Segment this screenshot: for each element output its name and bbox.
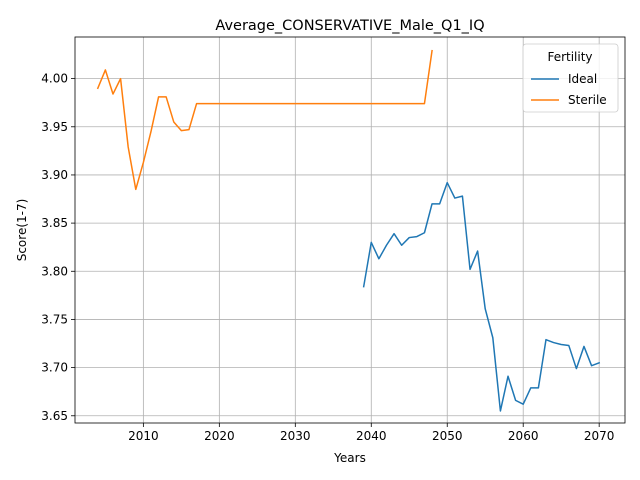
y-tick-label: 3.90 bbox=[41, 168, 68, 182]
y-axis-ticks: 3.65 3.70 3.75 3.80 3.85 3.90 3.95 4.00 bbox=[41, 72, 75, 423]
y-tick-label: 3.95 bbox=[41, 120, 68, 134]
x-tick-label: 2050 bbox=[432, 429, 463, 443]
x-tick-label: 2070 bbox=[584, 429, 615, 443]
legend-label-sterile: Sterile bbox=[568, 93, 607, 107]
series-lines bbox=[96, 49, 601, 412]
y-tick-label: 3.65 bbox=[41, 409, 68, 423]
x-axis-ticks: 2010 2020 2030 2040 2050 2060 2070 bbox=[128, 423, 614, 443]
legend: Fertility Ideal Sterile bbox=[522, 43, 619, 113]
y-tick-label: 3.75 bbox=[41, 312, 68, 326]
series-line-sterile bbox=[96, 49, 433, 191]
x-tick-label: 2020 bbox=[204, 429, 235, 443]
y-tick-label: 3.80 bbox=[41, 264, 68, 278]
y-tick-label: 3.85 bbox=[41, 216, 68, 230]
legend-label-ideal: Ideal bbox=[568, 72, 597, 86]
y-tick-label: 4.00 bbox=[41, 72, 68, 86]
legend-title: Fertility bbox=[547, 50, 592, 64]
legend-box bbox=[522, 43, 619, 113]
x-tick-label: 2040 bbox=[356, 429, 387, 443]
x-tick-label: 2010 bbox=[128, 429, 159, 443]
y-tick-label: 3.70 bbox=[41, 361, 68, 375]
plot-frame bbox=[74, 36, 626, 424]
x-axis-label: Years bbox=[333, 451, 366, 465]
x-tick-label: 2060 bbox=[508, 429, 539, 443]
y-axis-label: Score(1-7) bbox=[15, 199, 29, 262]
x-tick-label: 2030 bbox=[280, 429, 311, 443]
series-line-ideal bbox=[362, 181, 601, 412]
chart-title: Average_CONSERVATIVE_Male_Q1_IQ bbox=[215, 18, 484, 34]
